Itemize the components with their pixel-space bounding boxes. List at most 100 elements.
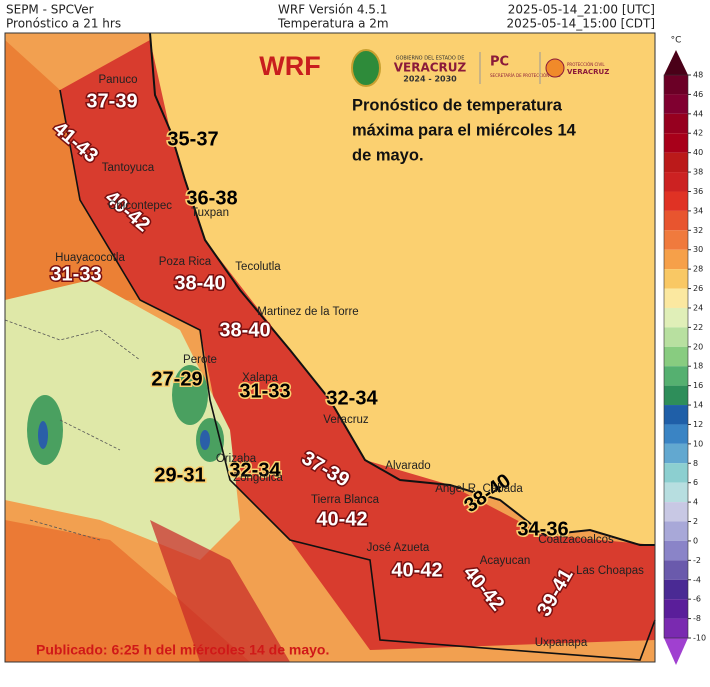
header: SEPM - SPCVer Pronóstico a 21 hrs WRF Ve… (6, 3, 655, 31)
colorbar-tick-label: -10 (693, 634, 706, 643)
colorbar-segment (664, 249, 688, 270)
colorbar-tick-label: 6 (693, 478, 698, 487)
logos: GOBIERNO DEL ESTADO DE VERACRUZ 2024 - 2… (345, 48, 609, 88)
colorbar-tick-label: 44 (693, 109, 703, 118)
colorbar-segment (664, 366, 688, 386)
colorbar-segment (664, 152, 688, 173)
colorbar-cap (664, 50, 688, 75)
colorbar-tick-label: 48 (693, 71, 703, 80)
colorbar-segment (664, 75, 688, 95)
colorbar-segment (664, 94, 688, 114)
colorbar-tick-label: 32 (693, 226, 703, 235)
map-frame (4, 32, 656, 663)
colorbar-tick-label: 38 (693, 168, 703, 177)
colorbar-segment (664, 172, 688, 192)
colorbar-segment (664, 210, 688, 231)
temperature-range: 40-42 (316, 508, 367, 530)
logo-text: VERACRUZ (394, 61, 467, 75)
colorbar-tick-label: 36 (693, 187, 703, 196)
colorbar-tick-label: 14 (693, 401, 703, 410)
temperature-range: 34-36 (517, 518, 568, 540)
header-right: 2025-05-14_15:00 [CDT] (507, 17, 655, 31)
colorbar-segment (664, 405, 688, 425)
city-label: Acayucan (480, 555, 531, 567)
logo-text: VERACRUZ (567, 68, 609, 76)
city-label: Veracruz (323, 414, 369, 426)
map (4, 32, 656, 662)
colorbar-segment (664, 618, 688, 638)
colorbar-tick-label: 22 (693, 323, 703, 332)
colorbar-cap (664, 638, 688, 665)
forecast-line: máxima para el miércoles 14 (352, 121, 577, 139)
colorbar-segment (664, 346, 688, 367)
colorbar-tick-label: -2 (693, 556, 701, 565)
colorbar-segment (664, 521, 688, 541)
header-center: WRF Versión 4.5.1 (278, 3, 387, 17)
colorbar-tick-label: 20 (693, 342, 703, 351)
logo-text: PROTECCIÓN CIVIL (567, 62, 605, 67)
colorbar-tick-label: 0 (693, 536, 698, 545)
logo-text: SECRETARÍA DE PROTECCIÓN CIVIL (490, 73, 561, 78)
temperature-range: 38-40 (174, 272, 225, 294)
temperature-range: 31-33 (50, 263, 101, 285)
colorbar-tick-label: 30 (693, 245, 703, 254)
colorbar-segment (664, 579, 688, 600)
city-label: Uxpanapa (535, 637, 588, 649)
colorbar-segment (664, 113, 688, 134)
city-label: Alvarado (385, 460, 430, 472)
city-label: Zongolica (233, 472, 283, 484)
city-label: Tantoyuca (102, 162, 155, 174)
city-label: Xalapa (242, 372, 278, 384)
colorbar-unit: °C (671, 36, 682, 46)
colorbar-segment (664, 482, 688, 503)
city-label: Las Choapas (576, 565, 644, 577)
city-label: Tuxpan (191, 207, 229, 219)
colorbar-tick-label: -8 (693, 614, 701, 623)
city-label: Tecolutla (235, 261, 281, 273)
temperature-range: 40-42 (391, 559, 442, 581)
published-note: Publicado: 6:25 h del miércoles 14 de ma… (36, 642, 329, 658)
colorbar-tick-label: 16 (693, 381, 703, 390)
forecast-text: Pronóstico de temperatura máxima para el… (352, 96, 577, 164)
colorbar-tick-label: -4 (693, 575, 701, 584)
colorbar-segment (664, 424, 688, 444)
colorbar-segment (664, 560, 688, 580)
temperature-range: 29-31 (154, 464, 205, 486)
city-label: Chicontepec (108, 200, 172, 212)
temperature-range: 31-33 (239, 380, 290, 402)
city-label: Tierra Blanca (311, 494, 380, 506)
colorbar-segment (664, 327, 688, 347)
colorbar-segment (664, 385, 688, 406)
colorbar-segment (664, 307, 688, 328)
colorbar-tick-label: 46 (693, 90, 703, 99)
header-center: Temperatura a 2m (277, 17, 389, 31)
colorbar-segment (664, 540, 688, 561)
header-left: Pronóstico a 21 hrs (6, 17, 121, 31)
header-right: 2025-05-14_21:00 [UTC] (508, 3, 655, 17)
logo-text: GOBIERNO DEL ESTADO DE (396, 56, 465, 62)
city-label: Panuco (98, 74, 137, 86)
temperature-range: 27-29 (151, 368, 202, 390)
city-label: Coatzacoalcos (538, 534, 614, 546)
temperature-range: 32-34 (229, 459, 281, 481)
colorbar-tick-label: 24 (693, 303, 703, 312)
colorbar-tick-label: 26 (693, 284, 703, 293)
temperature-range: 38-40 (219, 319, 270, 341)
colorbar-tick-label: 10 (693, 439, 703, 448)
colorbar-segment (664, 133, 688, 153)
colorbar-tick-label: 18 (693, 362, 703, 371)
city-label: José Azueta (367, 542, 430, 554)
model-title: WRF (259, 51, 320, 81)
colorbar-tick-label: 28 (693, 265, 703, 274)
logo-text: PC (490, 55, 509, 70)
city-label: Perote (183, 354, 217, 366)
colorbar-tick-label: 34 (693, 206, 703, 215)
temperature-range: 32-34 (326, 387, 378, 409)
colorbar-tick-label: -6 (693, 595, 701, 604)
temperature-range: 35-37 (167, 128, 218, 150)
colorbar-segment (664, 599, 688, 619)
logo-text: 2024 - 2030 (403, 75, 457, 84)
city-label: Angel R. Cabada (435, 483, 523, 495)
colorbar-tick-label: 8 (693, 459, 698, 468)
